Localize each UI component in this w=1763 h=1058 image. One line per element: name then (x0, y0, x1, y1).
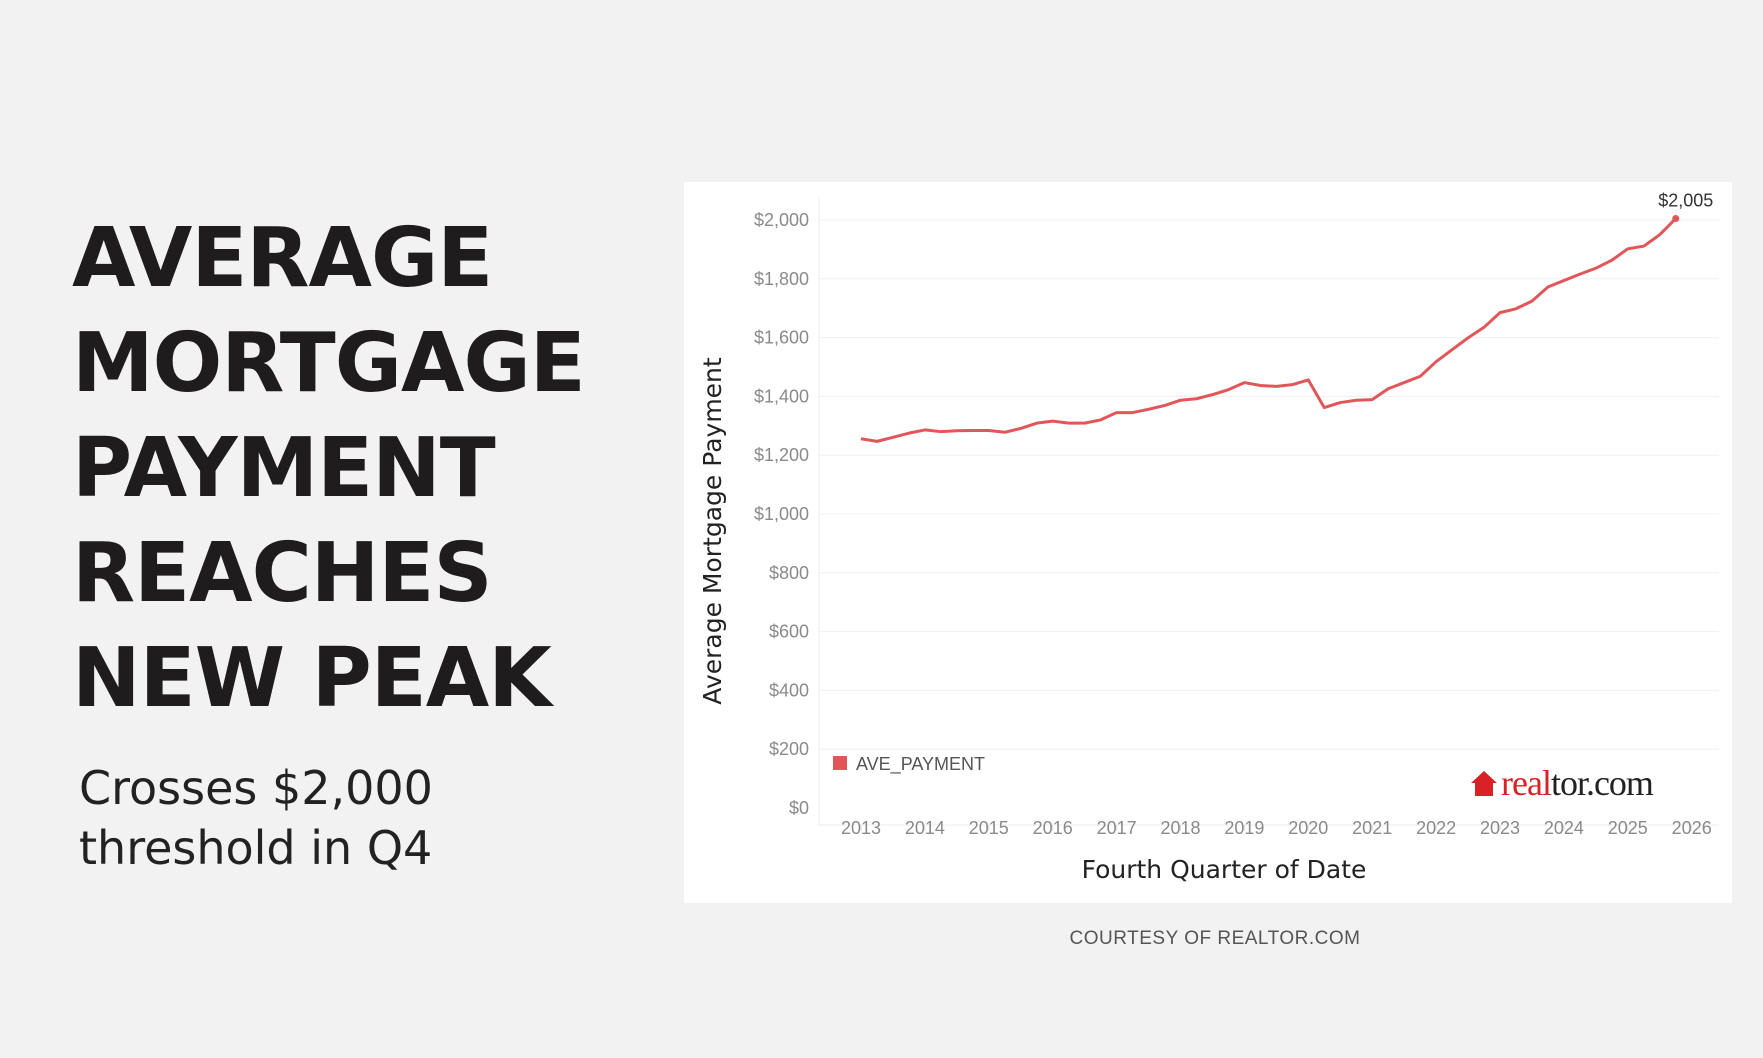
subtitle-line: Crosses $2,000 (79, 761, 433, 815)
y-tick-label: $1,200 (754, 445, 809, 465)
series-line-ave-payment (860, 217, 1677, 443)
y-tick-label: $1,600 (754, 328, 809, 348)
headline-line: REACHES (72, 526, 493, 621)
headline-line: MORTGAGE (72, 316, 586, 411)
headline-line: NEW PEAK (72, 631, 552, 726)
x-tick-label: 2019 (1224, 818, 1264, 838)
y-axis-title: Average Mortgage Payment (698, 357, 727, 705)
headline-line: PAYMENT (72, 421, 496, 516)
y-tick-label: $200 (769, 739, 809, 759)
line-chart: $0 $200 $400 $600 $800 $1,000 $1,200 $1,400 $1,6… (698, 191, 1719, 884)
x-tick-label: 2023 (1480, 818, 1520, 838)
x-tick-label: 2021 (1352, 818, 1392, 838)
x-tick-label: 2015 (969, 818, 1009, 838)
y-tick-label: $1,400 (754, 386, 809, 406)
x-tick-label: 2018 (1160, 818, 1200, 838)
legend-label: AVE_PAYMENT (856, 754, 985, 775)
subtitle-line: threshold in Q4 (79, 821, 433, 875)
data-point (1672, 215, 1680, 223)
y-tick-label: $400 (769, 680, 809, 700)
y-tick-label: $800 (769, 563, 809, 583)
x-tick-label: 2025 (1608, 818, 1648, 838)
headline: AVERAGE MORTGAGE PAYMENT REACHES NEW PEA… (72, 206, 632, 731)
x-tick-label: 2020 (1288, 818, 1328, 838)
x-tick-label: 2026 (1672, 818, 1712, 838)
chart-panel: $0 $200 $400 $600 $800 $1,000 $1,200 $1,400 $1,6… (684, 182, 1732, 903)
headline-line: AVERAGE (72, 211, 493, 306)
x-tick-label: 2016 (1033, 818, 1073, 838)
data-label-last: $2,005 (1658, 191, 1713, 211)
x-tick-label: 2017 (1097, 818, 1137, 838)
y-tick-label: $0 (789, 798, 809, 818)
x-tick-label: 2013 (841, 818, 881, 838)
y-tick-label: $1,800 (754, 269, 809, 289)
house-icon (1471, 771, 1497, 796)
courtesy-credit: COURTESY OF REALTOR.COM (1069, 928, 1361, 949)
y-tick-label: $600 (769, 622, 809, 642)
y-tick-label: $1,000 (754, 504, 809, 524)
x-tick-label: 2024 (1544, 818, 1584, 838)
legend-swatch (833, 756, 847, 770)
realtor-logo: realtor.com (1501, 763, 1654, 803)
x-tick-label: 2014 (905, 818, 945, 838)
subtitle: Crosses $2,000 threshold in Q4 (79, 758, 433, 878)
x-tick-label: 2022 (1416, 818, 1456, 838)
x-axis-title: Fourth Quarter of Date (1082, 855, 1367, 884)
y-tick-label: $2,000 (754, 210, 809, 230)
